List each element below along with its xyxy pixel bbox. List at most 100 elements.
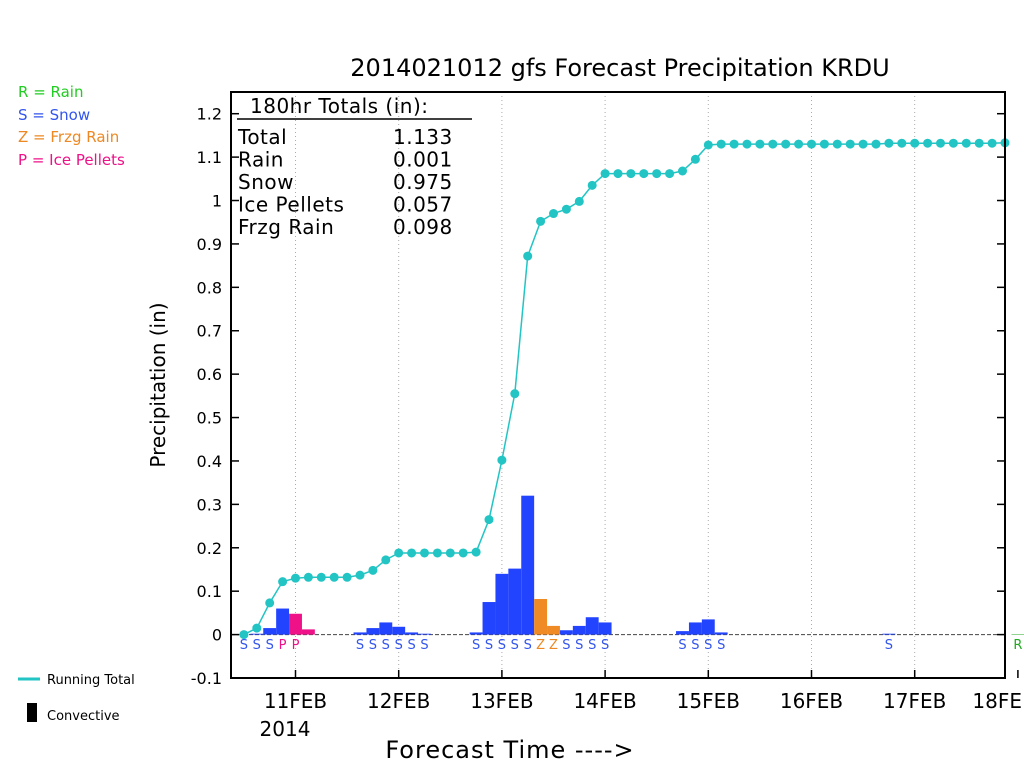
x-tick-label-2: 13FEB [470,689,533,713]
y-tick-label-2: 0.1 [197,582,222,601]
totals-label-1: Rain [238,148,284,172]
totals-value-2: 0.975 [393,170,453,194]
precip-bar-3 [289,613,302,635]
totals-value-3: 0.057 [393,193,453,217]
type-letter-21: S [601,638,609,653]
running-total-point-15 [432,548,442,558]
running-total-point-44 [807,139,816,149]
running-total-point-13 [407,548,417,558]
legend-convective: Convective [47,709,120,724]
precip-bar-5 [353,632,367,635]
running-total-point-7 [329,572,339,582]
running-total-point-40 [755,139,765,149]
running-total-point-41 [768,139,778,149]
y-axis-ticks: -0.1 0 0.1 0.2 0.3 0.4 0.5 0.6 0.7 0.8 0.9 1 1.1 1.2 [191,105,1005,688]
type-letter-3: P [279,638,287,653]
y-tick-label-11: 1 [212,192,222,211]
running-total-point-18 [471,547,481,557]
running-total-point-34 [678,166,687,176]
precip-bar-18 [559,630,573,635]
running-total-point-10 [368,565,378,575]
precip-bar-1 [263,628,277,635]
running-total-point-0 [239,630,249,640]
running-total-point-11 [381,555,391,565]
running-total-point-6 [316,572,326,582]
totals-label-2: Snow [238,170,294,194]
totals-value-1: 0.001 [393,148,453,172]
running-total-point-24 [549,209,558,219]
type-letter-15: S [524,638,532,653]
legend-snow: S = Snow [18,106,90,124]
grid-lines [295,92,916,678]
running-total-point-12 [394,548,404,558]
running-total-point-42 [781,139,791,149]
type-letter-25: S [717,638,725,653]
totals-box: 180hr Totals (in): Total 1.133 Rain 0.001 Sn… [237,94,472,239]
totals-label-0: Total [237,125,287,149]
y-tick-label-1: 0 [212,626,222,645]
type-letter-26: S [885,638,893,653]
type-letter-8: S [395,638,403,653]
x-tick-label-1: 12FEB [367,689,430,713]
type-letter-11: S [472,638,480,653]
x-tick-label-4: 15FEB [677,689,740,713]
precip-bar-7 [379,622,393,635]
type-letter-27: R [1013,638,1022,653]
type-letter-13: S [498,638,506,653]
running-total-point-33 [665,169,675,179]
running-total-point-48 [858,139,868,149]
y-tick-label-12: 1.1 [197,148,222,167]
legend-rain: R = Rain [18,83,84,101]
series-legend: Running Total Convective [18,673,135,724]
y-tick-label-6: 0.5 [197,409,222,428]
precip-bar-6 [366,628,380,635]
totals-label-4: Frzg Rain [238,215,334,239]
type-letter-0: S [240,638,248,653]
running-total-point-28 [600,169,610,179]
running-total-point-31 [639,169,649,179]
running-total-point-9 [355,570,365,580]
precip-bar-15 [521,495,535,635]
running-total-point-38 [729,139,739,149]
x-axis-ticks: 11FEB 12FEB 13FEB 14FEB 15FEB 16FEB 17FEB 18FE [264,670,1022,713]
precip-bar-13 [495,573,509,635]
precip-bar-22 [676,631,689,635]
precip-bar-11 [469,632,483,635]
running-total-point-20 [497,455,507,465]
x-tick-label-5: 16FEB [780,689,843,713]
precip-bar-24 [701,619,715,635]
type-letter-9: S [407,638,415,653]
running-total-point-27 [587,180,597,190]
type-letter-19: S [575,638,583,653]
precip-bar-14 [508,568,522,635]
running-total-point-19 [484,515,494,525]
type-letter-5: S [356,638,364,653]
totals-heading: 180hr Totals (in): [250,94,429,118]
y-axis-label: Precipitation (in) [146,302,170,467]
running-total-point-50 [884,138,894,148]
running-total-point-37 [716,139,726,149]
type-letter-16: Z [536,638,545,653]
running-total-point-39 [742,139,752,149]
y-tick-label-13: 1.2 [197,105,222,124]
precip-bar-10 [418,633,431,635]
chart-title: 2014021012 gfs Forecast Precipitation KR… [350,54,889,82]
precip-bars [250,495,1024,635]
precip-type-legend: R = Rain S = Snow Z = Frzg Rain P = Ice … [18,83,125,169]
precip-bar-23 [688,622,702,635]
precip-bar-17 [547,625,560,635]
running-total-point-17 [458,548,468,558]
x-tick-label-3: 14FEB [573,689,636,713]
running-total-point-53 [923,138,933,148]
running-total-point-14 [420,548,429,558]
precip-bar-26 [882,633,896,635]
legend-ice-pellets: P = Ice Pellets [18,151,125,169]
legend-running-total: Running Total [47,673,135,688]
running-total-point-55 [948,138,958,148]
totals-value-0: 1.133 [393,125,453,149]
running-total-point-4 [291,573,300,583]
type-letter-7: S [382,638,390,653]
type-letter-23: S [691,638,699,653]
